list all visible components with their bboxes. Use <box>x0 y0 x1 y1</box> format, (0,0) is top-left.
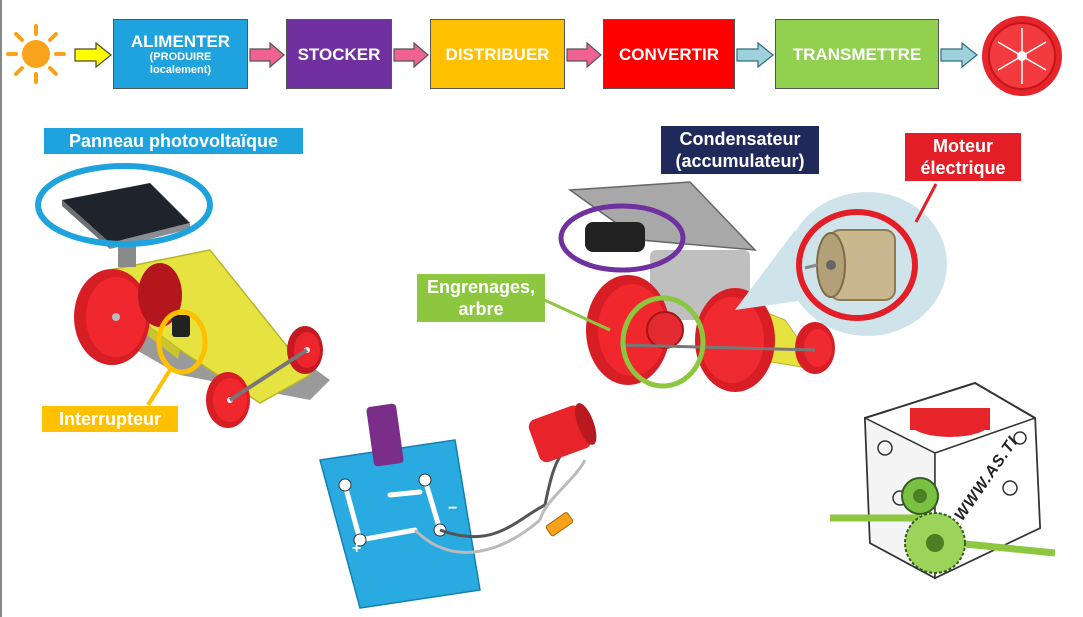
capacitor-label-line2: (accumulateur) <box>675 151 805 171</box>
capacitor-highlight-ring <box>558 203 686 273</box>
motor-label-line1: Moteur <box>933 136 993 156</box>
box-transmettre: TRANSMETTRE <box>775 19 939 89</box>
motor-label-line2: électrique <box>920 158 1006 178</box>
arrow-convertir-to-transmettre <box>736 42 774 68</box>
switch-highlight-ring <box>146 309 208 407</box>
gears-label-line1: Engrenages, <box>426 277 536 297</box>
sun-icon <box>6 24 66 84</box>
panel-callout-label: Panneau photovoltaïque <box>44 128 303 154</box>
gears-label-line2: arbre <box>458 299 504 319</box>
left-border <box>0 0 2 617</box>
capacitor-callout-label: Condensateur (accumulateur) <box>661 126 819 174</box>
switch-callout-label: Interrupteur <box>42 406 178 432</box>
motor-zoom-bubble <box>735 192 947 336</box>
gearbox-illustration <box>830 381 1056 580</box>
open-car-illustration <box>567 181 835 392</box>
board-minus-label: − <box>448 500 458 517</box>
arrow-transmettre-to-wheel <box>940 42 978 68</box>
board-plus-label: + <box>352 540 362 557</box>
box-distribuer: DISTRIBUER <box>430 19 565 89</box>
gears-callout-label: Engrenages, arbre <box>417 274 545 322</box>
capacitor-label-line1: Condensateur <box>679 129 801 149</box>
arrow-stocker-to-distribuer <box>393 42 429 68</box>
box-alimenter: ALIMENTER (PRODUIRE localement) <box>113 19 248 89</box>
arrow-alimenter-to-stocker <box>249 42 285 68</box>
wheel-icon <box>982 16 1062 96</box>
motor-callout-line <box>914 183 938 223</box>
box-stocker: STOCKER <box>286 19 392 89</box>
arrow-distribuer-to-convertir <box>566 42 602 68</box>
motor-callout-label: Moteur électrique <box>905 133 1021 181</box>
panel-highlight-ring <box>35 163 213 247</box>
arrow-sun-to-alimenter <box>74 42 112 68</box>
gears-highlight-ring <box>539 295 706 389</box>
solar-car-illustration <box>62 183 330 428</box>
circuit-board-illustration <box>319 403 597 609</box>
box-convertir: CONVERTIR <box>603 19 735 89</box>
